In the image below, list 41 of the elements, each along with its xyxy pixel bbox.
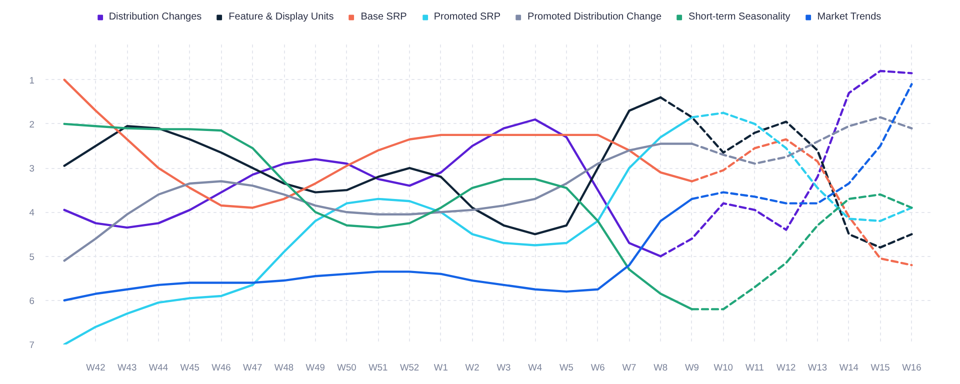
x-tick-label: W51 bbox=[368, 362, 388, 372]
legend-label: Base SRP bbox=[360, 12, 407, 22]
x-tick-label: W49 bbox=[306, 362, 325, 372]
x-tick-label: W45 bbox=[180, 362, 200, 372]
x-tick-label: W16 bbox=[902, 362, 922, 372]
x-tick-label: W3 bbox=[496, 362, 511, 372]
y-tick-label: 3 bbox=[29, 164, 35, 174]
x-tick-label: W10 bbox=[714, 362, 733, 372]
legend-label: Market Trends bbox=[817, 12, 882, 22]
x-tick-label: W46 bbox=[212, 362, 231, 372]
x-tick-label: W7 bbox=[622, 362, 636, 372]
x-tick-label: W13 bbox=[808, 362, 828, 372]
x-tick-label: W1 bbox=[434, 362, 448, 372]
legend-label: Feature & Display Units bbox=[228, 12, 334, 22]
x-tick-label: W4 bbox=[528, 362, 542, 372]
y-tick-label: 2 bbox=[29, 119, 35, 130]
x-tick-label: W8 bbox=[654, 362, 668, 372]
y-tick-label: 1 bbox=[29, 75, 35, 86]
x-tick-label: W52 bbox=[400, 362, 420, 372]
x-tick-label: W48 bbox=[274, 362, 294, 372]
x-tick-label: W47 bbox=[243, 362, 262, 372]
legend-label: Short-term Seasonality bbox=[688, 12, 790, 22]
y-tick-label: 6 bbox=[29, 296, 35, 306]
x-tick-label: W44 bbox=[148, 362, 168, 372]
x-tick-label: W2 bbox=[465, 362, 480, 372]
x-tick-label: W50 bbox=[337, 362, 356, 372]
x-tick-label: W43 bbox=[118, 362, 137, 372]
x-tick-label: W9 bbox=[684, 362, 699, 372]
x-tick-label: W42 bbox=[86, 362, 106, 372]
x-tick-label: W6 bbox=[590, 362, 605, 372]
legend-label: Promoted Distribution Change bbox=[528, 12, 662, 22]
x-tick-label: W15 bbox=[870, 362, 890, 372]
x-tick-label: W12 bbox=[776, 362, 796, 372]
legend-label: Distribution Changes bbox=[108, 12, 202, 22]
x-tick-label: W5 bbox=[559, 362, 574, 372]
y-tick-label: 5 bbox=[29, 252, 35, 262]
y-tick-label: 4 bbox=[29, 208, 35, 218]
x-tick-label: W11 bbox=[746, 362, 764, 372]
y-tick-label: 7 bbox=[29, 340, 35, 350]
legend-label: Promoted SRP bbox=[434, 12, 501, 22]
x-tick-label: W14 bbox=[839, 362, 858, 372]
